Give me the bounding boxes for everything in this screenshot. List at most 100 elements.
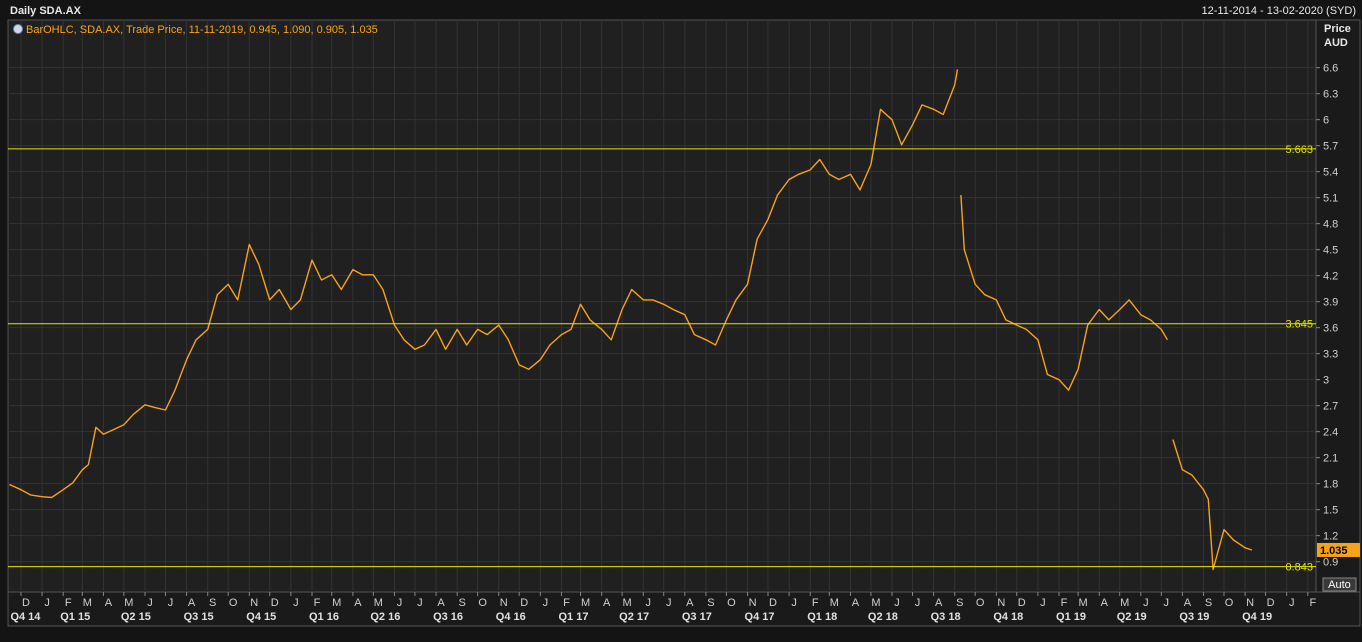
y-tick-label: 2.1	[1323, 453, 1338, 465]
y-axis-unit: AUD	[1324, 37, 1348, 49]
y-tick-label: 5.7	[1323, 141, 1338, 153]
auto-button[interactable]	[1322, 577, 1357, 592]
x-tick-label: J	[147, 597, 153, 609]
x-tick-label: S	[459, 597, 466, 609]
x-tick-label: J	[44, 597, 50, 609]
x-tick-label: O	[478, 597, 487, 609]
y-axis-label: Price	[1324, 23, 1351, 35]
x-tick-label: N	[1246, 597, 1254, 609]
x-tick-label: M	[374, 597, 383, 609]
x-tick-label: M	[1120, 597, 1129, 609]
x-tick-label: A	[852, 597, 860, 609]
y-tick-label: 6	[1323, 115, 1329, 127]
y-tick-label: 4.5	[1323, 245, 1338, 257]
price-line	[9, 69, 1253, 571]
x-tick-label: A	[686, 597, 694, 609]
x-tick-label: A	[1184, 597, 1192, 609]
x-tick-label: A	[1101, 597, 1109, 609]
x-tick-label: M	[1079, 597, 1088, 609]
x-tick-label: F	[1061, 597, 1068, 609]
x-tick-label: J	[1289, 597, 1295, 609]
quarter-label: Q3 16	[433, 611, 463, 623]
y-tick-label: 5.4	[1323, 167, 1338, 179]
y-axis-area	[1315, 19, 1361, 593]
x-tick-label: J	[397, 597, 403, 609]
x-tick-label: S	[209, 597, 216, 609]
quarter-label: Q4 16	[496, 611, 526, 623]
quarter-label: Q4 14	[10, 611, 41, 623]
x-tick-label: S	[956, 597, 963, 609]
y-tick-label: 6.6	[1323, 63, 1338, 75]
x-tick-label: J	[915, 597, 921, 609]
x-tick-label: A	[354, 597, 362, 609]
x-tick-label: N	[997, 597, 1005, 609]
x-tick-label: J	[646, 597, 652, 609]
y-tick-label: 1.8	[1323, 479, 1338, 491]
x-tick-label: A	[603, 597, 611, 609]
y-tick-label: 1.2	[1323, 531, 1338, 543]
x-tick-label: J	[1164, 597, 1170, 609]
quarter-label: Q2 16	[370, 611, 400, 623]
x-tick-label: M	[124, 597, 133, 609]
horizontal-line-label: 5.663	[1285, 144, 1313, 156]
y-tick-label: 1.5	[1323, 505, 1338, 517]
x-tick-label: D	[1018, 597, 1026, 609]
y-tick-label: 3.9	[1323, 297, 1338, 309]
x-tick-label: N	[250, 597, 258, 609]
x-tick-label: D	[271, 597, 279, 609]
x-tick-label: O	[976, 597, 985, 609]
x-tick-label: J	[543, 597, 549, 609]
x-tick-label: O	[727, 597, 736, 609]
x-tick-label: D	[769, 597, 777, 609]
quarter-label: Q1 16	[309, 611, 339, 623]
x-tick-label: N	[749, 597, 757, 609]
x-tick-label: A	[188, 597, 196, 609]
y-tick-label: 4.2	[1323, 271, 1338, 283]
x-tick-label: J	[293, 597, 299, 609]
x-tick-label: F	[1309, 597, 1316, 609]
x-tick-label: D	[520, 597, 528, 609]
quarter-label: Q1 17	[558, 611, 588, 623]
y-tick-label: 2.4	[1323, 427, 1338, 439]
quarter-label: Q2 19	[1117, 611, 1147, 623]
last-price-tag	[1317, 542, 1360, 557]
quarter-label: Q4 17	[745, 611, 775, 623]
quarter-label: Q2 17	[619, 611, 649, 623]
x-tick-label: F	[812, 597, 819, 609]
quarter-label: Q4 19	[1242, 611, 1272, 623]
last-price-label: 1.035	[1320, 545, 1348, 557]
x-tick-label: F	[314, 597, 321, 609]
plot-area	[7, 19, 1317, 593]
x-tick-label: A	[437, 597, 445, 609]
auto-button-label[interactable]: Auto	[1328, 579, 1351, 591]
horizontal-line-label: 3.645	[1285, 319, 1313, 331]
x-tick-label: J	[168, 597, 174, 609]
x-tick-label: N	[500, 597, 508, 609]
quarter-label: Q1 19	[1056, 611, 1086, 623]
y-tick-label: 3	[1323, 375, 1329, 387]
x-tick-label: M	[623, 597, 632, 609]
x-tick-label: M	[332, 597, 341, 609]
quarter-label: Q3 19	[1179, 611, 1209, 623]
quarter-label: Q3 15	[184, 611, 214, 623]
x-tick-label: F	[65, 597, 72, 609]
chart-title: Daily SDA.AX	[10, 5, 82, 17]
horizontal-line-label: 0.843	[1285, 562, 1313, 574]
quarter-label: Q4 15	[246, 611, 276, 623]
quarter-label: Q3 17	[682, 611, 712, 623]
x-tick-label: J	[894, 597, 900, 609]
x-tick-label: M	[830, 597, 839, 609]
x-tick-label: O	[229, 597, 238, 609]
legend-entry: BarOHLC, SDA.AX, Trade Price, 11-11-2019…	[26, 24, 378, 36]
quarter-label: Q2 15	[121, 611, 151, 623]
x-tick-label: M	[871, 597, 880, 609]
y-tick-label: 4.8	[1323, 219, 1338, 231]
x-tick-label: J	[666, 597, 672, 609]
legend-icon[interactable]	[13, 24, 23, 34]
x-tick-label: S	[707, 597, 714, 609]
y-tick-label: 3.3	[1323, 349, 1338, 361]
y-tick-label: 3.6	[1323, 323, 1338, 335]
x-tick-label: S	[1205, 597, 1212, 609]
date-range: 12-11-2014 - 13-02-2020 (SYD)	[1202, 5, 1357, 17]
